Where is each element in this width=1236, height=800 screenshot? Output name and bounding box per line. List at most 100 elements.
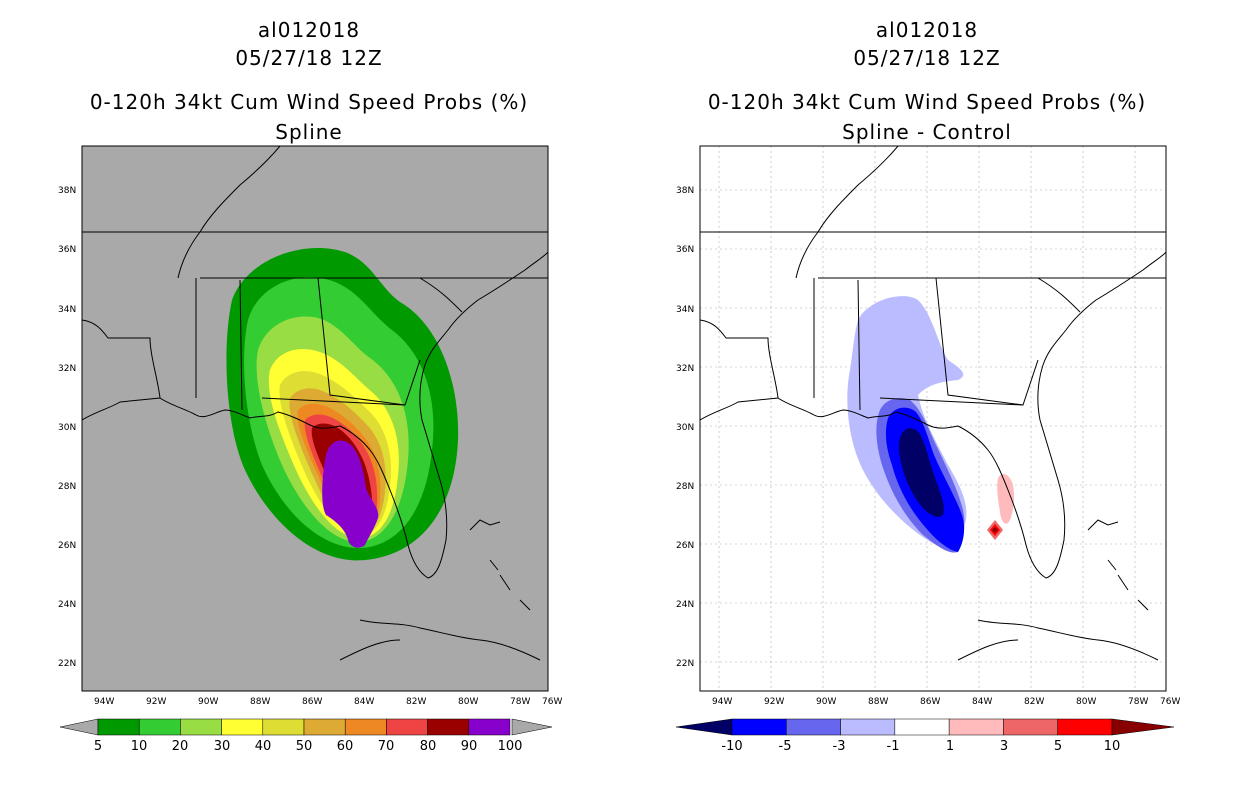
product-title: 0-120h 34kt Cum Wind Speed Probs (%)	[707, 90, 1147, 114]
colorbar-label: 60	[337, 739, 354, 754]
lon-label: 94W	[94, 697, 114, 707]
lon-label: 88W	[250, 697, 270, 707]
colorbar-label: 70	[378, 739, 395, 754]
lon-label: 90W	[816, 697, 836, 707]
map-background	[700, 146, 1166, 691]
colorbar-label: 50	[296, 739, 313, 754]
graticule	[700, 146, 1166, 691]
lat-label: 38N	[58, 186, 76, 196]
difference-contours	[847, 296, 1014, 553]
forecast-time: 05/27/18 12Z	[853, 46, 1001, 70]
colorbar	[675, 718, 1175, 736]
lon-label: 94W	[712, 697, 732, 707]
storm-id: al012018	[257, 18, 361, 42]
colorbar-high-arrow	[1111, 718, 1175, 736]
lat-label: 24N	[58, 600, 76, 610]
colorbar-swatch	[221, 718, 264, 736]
lat-label: 38N	[676, 186, 694, 196]
colorbar-label: 10	[131, 739, 148, 754]
colorbar-swatch	[180, 718, 222, 736]
colorbar-label: 5	[94, 739, 102, 754]
colorbar-label: -3	[833, 739, 846, 754]
lat-label: 30N	[676, 423, 694, 433]
lat-label: 36N	[58, 245, 76, 255]
lat-label: 22N	[58, 659, 76, 669]
colorbar-swatch	[386, 718, 428, 736]
colorbar-swatch	[468, 718, 511, 736]
colorbar-labels: 5 10 20 30 40 50 60 70 80 90 100	[94, 739, 523, 754]
lat-label: 30N	[58, 423, 76, 433]
longitude-axis: 94W 92W 90W 88W 86W 84W 82W 80W 78W 76W	[712, 697, 1180, 707]
lon-label: 90W	[198, 697, 218, 707]
colorbar-swatch	[894, 718, 950, 736]
lon-label: 92W	[764, 697, 784, 707]
coastlines-and-borders	[700, 146, 1166, 661]
colorbar-label: -10	[721, 739, 742, 754]
colorbar-swatch	[303, 718, 346, 736]
colorbar-swatch	[840, 718, 896, 736]
colorbar-low-arrow	[675, 718, 733, 736]
right-panel: al012018 05/27/18 12Z 0-120h 34kt Cum Wi…	[618, 0, 1236, 800]
colorbar-label: -5	[779, 739, 792, 754]
colorbar-swatch	[731, 718, 787, 736]
lon-label: 78W	[1128, 697, 1148, 707]
colorbar-label: 90	[461, 739, 478, 754]
colorbar-label: 20	[172, 739, 189, 754]
colorbar-swatch	[427, 718, 470, 736]
lon-label: 82W	[1024, 697, 1044, 707]
colorbar-label: 40	[255, 739, 272, 754]
lon-label: 80W	[1076, 697, 1096, 707]
colorbar-label: 80	[420, 739, 437, 754]
lat-label: 28N	[676, 482, 694, 492]
lon-label: 86W	[302, 697, 322, 707]
latitude-axis: 38N 36N 34N 32N 30N 28N 26N 24N 22N	[676, 186, 694, 669]
colorbar-label: 3	[1000, 739, 1008, 754]
lat-label: 32N	[676, 364, 694, 374]
colorbar-swatch	[262, 718, 305, 736]
colorbar-swatch	[138, 718, 181, 736]
colorbar-swatch	[948, 718, 1004, 736]
forecast-time: 05/27/18 12Z	[235, 46, 383, 70]
colorbar-swatch	[97, 718, 140, 736]
lon-label: 76W	[1160, 697, 1180, 707]
lon-label: 82W	[406, 697, 426, 707]
colorbar-swatch	[786, 718, 841, 736]
lat-label: 26N	[58, 541, 76, 551]
lat-label: 24N	[676, 600, 694, 610]
colorbar-low-arrow	[59, 718, 99, 736]
lat-label: 28N	[58, 482, 76, 492]
product-title: 0-120h 34kt Cum Wind Speed Probs (%)	[89, 90, 529, 114]
lat-label: 26N	[676, 541, 694, 551]
lat-label: 22N	[676, 659, 694, 669]
lon-label: 86W	[920, 697, 940, 707]
lon-label: 92W	[146, 697, 166, 707]
colorbar-swatch	[344, 718, 387, 736]
left-panel: al012018 05/27/18 12Z 0-120h 34kt Cum Wi…	[58, 18, 562, 754]
lon-label: 84W	[354, 697, 374, 707]
lon-label: 84W	[972, 697, 992, 707]
colorbar-label: 5	[1054, 739, 1062, 754]
colorbar-label: 1	[946, 739, 954, 754]
colorbar-label: 10	[1104, 739, 1121, 754]
longitude-axis: 94W 92W 90W 88W 86W 84W 82W 80W 78W 76W	[94, 697, 562, 707]
colorbar-high-arrow	[511, 718, 553, 736]
colorbar-swatch	[1003, 718, 1058, 736]
colorbar	[59, 718, 553, 736]
lat-label: 36N	[676, 245, 694, 255]
storm-id: al012018	[875, 18, 979, 42]
colorbar-swatch	[1057, 718, 1113, 736]
probability-map: 38N 36N 34N 32N 30N 28N 26N 24N 22N 94W …	[58, 145, 562, 754]
difference-map: 38N 36N 34N 32N 30N 28N 26N 24N 22N 94W …	[675, 145, 1180, 754]
latitude-axis: 38N 36N 34N 32N 30N 28N 26N 24N 22N	[58, 186, 76, 669]
colorbar-labels: -10 -5 -3 -1 1 3 5 10	[721, 739, 1120, 754]
lon-label: 88W	[868, 697, 888, 707]
lat-label: 34N	[58, 305, 76, 315]
method-label: Spline - Control	[842, 120, 1012, 144]
lat-label: 32N	[58, 364, 76, 374]
lon-label: 76W	[542, 697, 562, 707]
lon-label: 80W	[458, 697, 478, 707]
lon-label: 78W	[510, 697, 530, 707]
coastlines-and-borders	[82, 146, 548, 661]
method-label: Spline	[275, 120, 343, 144]
lat-label: 34N	[676, 305, 694, 315]
